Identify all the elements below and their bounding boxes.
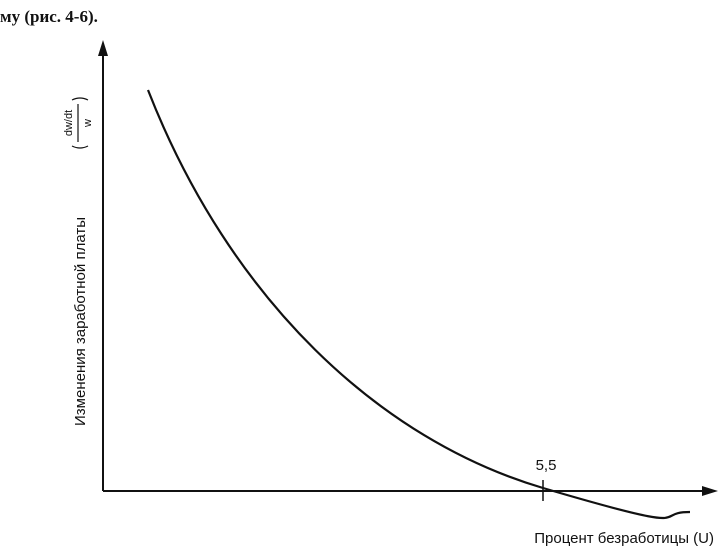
x-axis-label: Процент безработицы (U) [534, 530, 714, 547]
y-fraction-numerator: dw/dt [63, 110, 75, 136]
paren-close [71, 97, 89, 101]
y-axis-label: Изменения заработной платы [72, 217, 89, 426]
y-axis-arrow [98, 40, 108, 56]
y-axis-label-group: Изменения заработной платы dw/dt w [63, 97, 94, 426]
phillips-curve [146, 89, 691, 520]
x-axis-arrow [702, 486, 718, 496]
paren-open [71, 145, 89, 149]
caption: му (рис. 4-6). [0, 7, 98, 26]
tick-label: 5,5 [536, 457, 557, 474]
y-fraction-denominator: w [82, 119, 94, 128]
